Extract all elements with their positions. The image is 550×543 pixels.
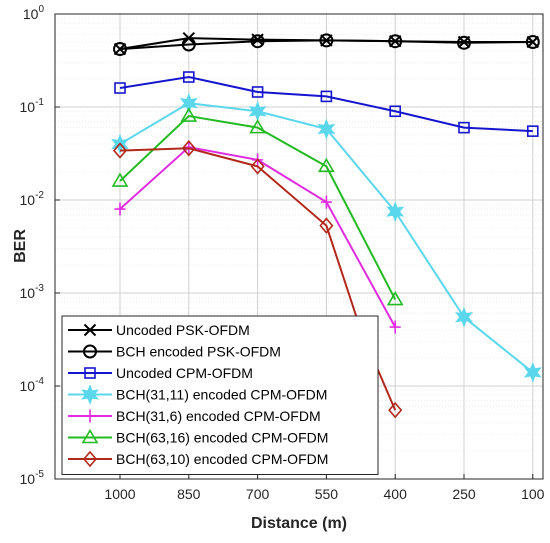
marker-triangle bbox=[81, 428, 99, 444]
marker-plus bbox=[389, 320, 401, 334]
y-tick-label: 10-4 bbox=[20, 376, 45, 394]
legend-entry: BCH(63,10) encoded CPM-OFDM bbox=[68, 450, 328, 468]
marker-hexagram bbox=[455, 306, 473, 328]
x-tick-label: 700 bbox=[246, 486, 270, 502]
marker-diamond bbox=[112, 142, 128, 159]
x-tick-label: 550 bbox=[315, 486, 339, 502]
x-tick-label: 850 bbox=[177, 486, 201, 502]
legend-label: Uncoded CPM-OFDM bbox=[116, 365, 253, 381]
series-4 bbox=[111, 92, 542, 383]
marker-circle bbox=[457, 35, 471, 50]
plot-frame bbox=[54, 13, 544, 480]
marker-circle bbox=[181, 37, 196, 52]
marker-square bbox=[526, 125, 539, 137]
x-tick-label: 100 bbox=[521, 486, 545, 502]
marker-diamond bbox=[388, 401, 403, 419]
marker-diamond bbox=[181, 140, 196, 157]
marker-hexagram bbox=[386, 201, 405, 222]
marker-plus bbox=[320, 195, 332, 209]
legend-label: BCH(31,6) encoded CPM-OFDM bbox=[116, 408, 321, 424]
x-axis-ticks: 1000 850 700 550 400 250 100 bbox=[104, 474, 545, 502]
marker-plus bbox=[183, 140, 195, 154]
marker-hexagram bbox=[81, 384, 99, 405]
y-axis-title: BER bbox=[12, 229, 29, 263]
y-tick-label: 10-2 bbox=[20, 190, 45, 208]
legend: Uncoded PSK-OFDM BCH encoded PSK-OFDM Unco… bbox=[61, 315, 379, 475]
marker-circle bbox=[113, 42, 127, 57]
series-6 bbox=[111, 107, 404, 306]
legend-entry: Uncoded CPM-OFDM bbox=[68, 365, 253, 381]
legend-entry: BCH encoded PSK-OFDM bbox=[68, 344, 281, 360]
marker-triangle bbox=[318, 157, 335, 173]
y-tick-label: 10-1 bbox=[20, 97, 45, 115]
marker-square bbox=[183, 71, 195, 83]
marker-circle bbox=[525, 34, 540, 49]
marker-square bbox=[458, 121, 470, 134]
marker-triangle bbox=[180, 107, 198, 122]
series-line bbox=[119, 114, 397, 301]
x-tick-label: 400 bbox=[384, 486, 408, 502]
marker-plus bbox=[84, 409, 96, 423]
legend-label: BCH encoded PSK-OFDM bbox=[116, 344, 281, 360]
legend-entry: BCH(63,16) encoded CPM-OFDM bbox=[68, 428, 328, 446]
legend-entry: BCH(31,6) encoded CPM-OFDM bbox=[68, 408, 321, 424]
y-tick-label: 100 bbox=[23, 4, 45, 22]
marker-circle bbox=[319, 33, 334, 48]
legend-box bbox=[61, 315, 379, 475]
legend-entry: BCH(31,11) encoded CPM-OFDM bbox=[68, 384, 327, 405]
marker-square bbox=[251, 86, 264, 98]
marker-square bbox=[114, 82, 126, 94]
marker-square bbox=[320, 90, 333, 103]
legend-entry: Uncoded PSK-OFDM bbox=[68, 322, 250, 338]
y-axis-ticks: 100 10-1 10-2 10-3 10-4 10-5 bbox=[20, 4, 60, 487]
marker-circle bbox=[388, 34, 403, 49]
marker-hexagram bbox=[523, 362, 542, 383]
marker-square bbox=[389, 105, 402, 118]
x-tick-label: 250 bbox=[452, 486, 476, 502]
marker-circle bbox=[83, 344, 97, 359]
marker-circle bbox=[250, 34, 265, 49]
marker-hexagram bbox=[317, 118, 336, 140]
y-tick-label: 10-5 bbox=[20, 469, 45, 487]
marker-triangle bbox=[386, 290, 404, 306]
y-tick-label: 10-3 bbox=[20, 283, 45, 301]
marker-x bbox=[83, 323, 97, 337]
marker-triangle bbox=[111, 172, 129, 187]
marker-hexagram bbox=[179, 92, 198, 114]
series-line bbox=[119, 39, 533, 51]
marker-square bbox=[84, 367, 96, 379]
series-2 bbox=[113, 33, 540, 57]
series-line bbox=[119, 76, 533, 133]
marker-plus bbox=[114, 202, 126, 216]
x-tick-label: 1000 bbox=[104, 486, 135, 502]
marker-triangle bbox=[249, 119, 266, 134]
legend-label: BCH(63,10) encoded CPM-OFDM bbox=[116, 451, 328, 467]
marker-diamond bbox=[319, 217, 334, 234]
series-3 bbox=[114, 71, 539, 137]
legend-label: BCH(31,11) encoded CPM-OFDM bbox=[116, 387, 327, 403]
x-axis-title: Distance (m) bbox=[251, 515, 347, 532]
marker-diamond bbox=[250, 158, 265, 175]
marker-diamond bbox=[82, 450, 98, 468]
legend-label: BCH(63,16) encoded CPM-OFDM bbox=[116, 430, 328, 446]
legend-label: Uncoded PSK-OFDM bbox=[116, 322, 250, 338]
